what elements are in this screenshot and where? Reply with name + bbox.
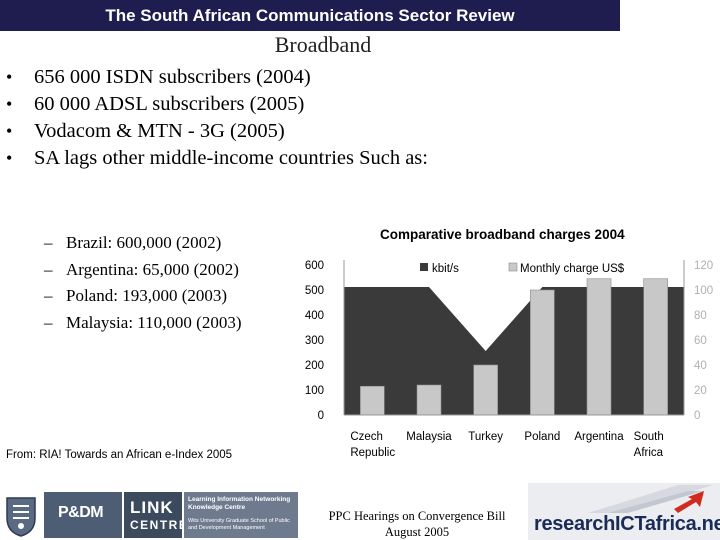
- left-tick-label: 500: [305, 285, 324, 297]
- chart-svg: Comparative broadband charges 2004 0 100 20…: [305, 227, 713, 459]
- category-label: South: [634, 431, 664, 443]
- legend-label-charge: Monthly charge US$: [520, 263, 625, 275]
- partner-logos: P&DM LINK CENTRE Learning Information Ne…: [0, 488, 300, 540]
- bar-monthly-charge: [416, 384, 442, 416]
- bar-monthly-charge: [360, 385, 385, 416]
- bullet-list: • 656 000 ISDN subscribers (2004) • 60 000…: [4, 64, 524, 172]
- broadband-chart: Comparative broadband charges 2004 0 100 20…: [294, 210, 720, 468]
- bar-monthly-charge: [530, 289, 555, 416]
- category-label: Malaysia: [406, 431, 452, 443]
- footer-line-2: August 2005: [384, 525, 450, 539]
- sub-bullet-marker: –: [44, 286, 53, 305]
- left-tick-label: 200: [305, 360, 324, 372]
- bullet-marker: •: [6, 121, 13, 141]
- lin-logo: Learning Information Networking Knowledg…: [184, 492, 298, 538]
- sub-bullet-item: – Poland: 193,000 (2003): [44, 283, 241, 310]
- category-label: Republic: [350, 447, 395, 459]
- bullet-text: 60 000 ADSL subscribers (2005): [34, 93, 305, 115]
- bullet-item: • 60 000 ADSL subscribers (2005): [4, 91, 524, 118]
- left-tick-label: 100: [305, 385, 324, 397]
- sub-bullet-text: Brazil: 600,000 (2002): [66, 233, 222, 252]
- bullet-item: • Vodacom & MTN - 3G (2005): [4, 118, 524, 145]
- bar-monthly-charge: [473, 364, 498, 416]
- link-logo-text: LINK: [130, 498, 174, 517]
- bullet-text: SA lags other middle-income countries Su…: [34, 147, 428, 169]
- bullet-marker: •: [6, 67, 13, 87]
- pdm-logo: P&DM: [44, 492, 122, 538]
- legend-label-kbit: kbit/s: [432, 263, 459, 275]
- right-tick-label: 0: [694, 410, 700, 422]
- centre-logo-text: CENTRE: [130, 518, 189, 532]
- category-label: Africa: [634, 447, 664, 459]
- legend-swatch-charge: [508, 262, 518, 272]
- sub-bullet-item: – Malaysia: 110,000 (2003): [44, 310, 241, 337]
- bullet-text: 656 000 ISDN subscribers (2004): [34, 66, 311, 88]
- bullet-item: • 656 000 ISDN subscribers (2004): [4, 64, 524, 91]
- right-tick-label: 120: [694, 260, 713, 272]
- footer-line-1: PPC Hearings on Convergence Bill: [328, 509, 506, 523]
- ria-swoosh-icon: [588, 485, 713, 513]
- legend-swatch-kbit: [420, 263, 428, 271]
- sub-bullet-text: Malaysia: 110,000 (2003): [66, 312, 242, 332]
- ria-logo: researchICTafrica.net: [528, 483, 720, 540]
- slide-title: Broadband: [274, 32, 372, 57]
- sub-bullet-text: Poland: 193,000 (2003): [66, 286, 228, 305]
- right-tick-label: 80: [694, 310, 707, 322]
- university-crest-icon: [6, 497, 36, 537]
- pdm-logo-text: P&DM: [58, 504, 104, 521]
- left-tick-label: 600: [305, 260, 324, 272]
- right-tick-label: 100: [694, 285, 713, 297]
- category-label: Czech: [350, 431, 383, 443]
- bullet-text: Vodacom & MTN - 3G (2005): [34, 120, 285, 142]
- sub-bullet-item: – Brazil: 600,000 (2002): [44, 230, 241, 257]
- right-tick-label: 20: [694, 385, 707, 397]
- left-tick-label: 300: [305, 335, 324, 347]
- footer: PPC Hearings on Convergence Bill August …: [312, 508, 522, 540]
- sub-bullet-list: – Brazil: 600,000 (2002) – Argentina: 65,0…: [44, 230, 241, 336]
- sub-bullet-item: – Argentina: 65,000 (2002): [44, 257, 241, 284]
- sub-bullet-marker: –: [44, 312, 53, 332]
- ria-logo-text: researchICTafrica.net: [534, 513, 720, 535]
- right-tick-label: 60: [694, 335, 707, 347]
- bar-monthly-charge: [643, 278, 668, 416]
- bullet-marker: •: [6, 94, 13, 114]
- left-tick-label: 0: [318, 410, 324, 422]
- category-label: Argentina: [574, 431, 624, 443]
- sub-bullet-marker: –: [44, 259, 53, 279]
- category-label: Poland: [524, 431, 560, 443]
- lin-logo-text: Learning Information Networking Knowledg…: [188, 496, 291, 511]
- header-bar: The South African Communications Sector …: [0, 0, 620, 31]
- left-tick-label: 400: [305, 310, 324, 322]
- bar-monthly-charge: [586, 278, 612, 416]
- bullet-item: • SA lags other middle-income countries S…: [4, 145, 524, 172]
- chart-title: Comparative broadband charges 2004: [380, 227, 625, 242]
- lin-logo-subtext: Wits University Graduate School of Publi…: [188, 518, 290, 531]
- sub-bullet-text: Argentina: 65,000 (2002): [66, 259, 239, 279]
- right-tick-label: 40: [694, 360, 707, 372]
- bullet-marker: •: [6, 148, 13, 168]
- sub-bullet-marker: –: [44, 233, 53, 252]
- header-title: The South African Communications Sector …: [105, 6, 515, 25]
- category-label: Turkey: [468, 431, 503, 443]
- link-centre-logo: LINK CENTRE: [124, 492, 187, 538]
- source-note: From: RIA! Towards an African e-Index 20…: [6, 449, 233, 461]
